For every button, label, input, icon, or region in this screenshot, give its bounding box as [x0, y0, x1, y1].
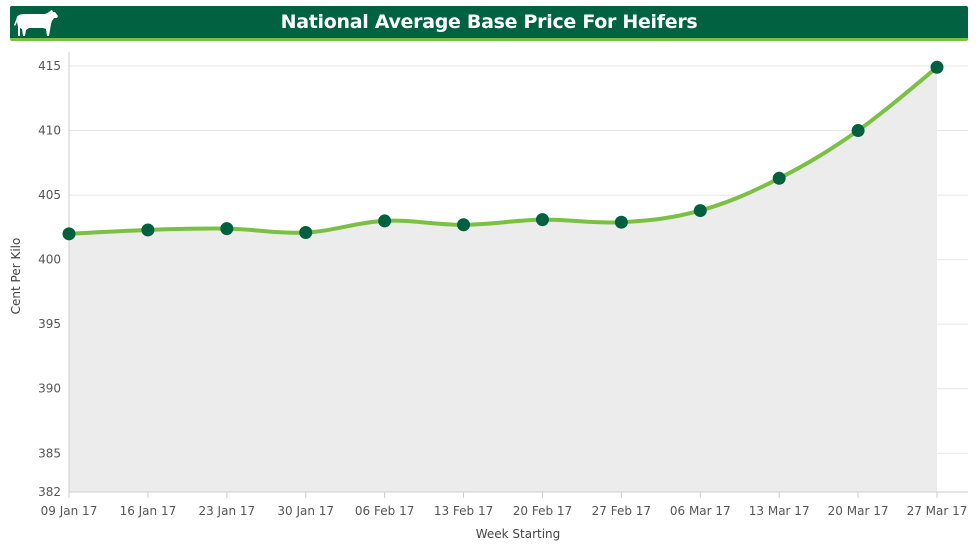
data-point [220, 222, 234, 236]
x-tick-label: 27 Mar 17 [907, 504, 968, 518]
data-point [62, 227, 76, 241]
data-point [457, 218, 471, 232]
x-axis-title: Week Starting [476, 527, 561, 541]
y-tick-label: 405 [38, 188, 61, 202]
data-points [62, 60, 944, 241]
y-tick-label: 400 [38, 253, 61, 267]
data-point [851, 124, 865, 138]
area-fill [69, 67, 937, 493]
cow-icon [14, 10, 58, 36]
x-tick-label: 20 Feb 17 [513, 504, 572, 518]
x-tick-label: 16 Jan 17 [120, 504, 177, 518]
x-tick-label: 30 Jan 17 [277, 504, 334, 518]
y-tick-label: 385 [38, 446, 61, 460]
x-tick-label: 06 Mar 17 [670, 504, 731, 518]
x-tick-label: 23 Jan 17 [198, 504, 255, 518]
x-tick-label: 09 Jan 17 [41, 504, 98, 518]
y-tick-label: 410 [38, 124, 61, 138]
y-tick-label: 415 [38, 59, 61, 73]
data-point [772, 171, 786, 185]
data-point [930, 60, 944, 74]
x-tick-label: 20 Mar 17 [828, 504, 889, 518]
area-fill-layer [69, 67, 937, 493]
y-tick-label: 390 [38, 382, 61, 396]
data-point [378, 214, 392, 228]
axes: 382 385 390 395 400 405 410 415 09 Jan 17 16 Jan … [38, 52, 968, 518]
chart-header: National Average Base Price For Heifers [10, 6, 968, 41]
x-tick-label: 06 Feb 17 [355, 504, 414, 518]
data-point [693, 204, 707, 218]
data-point [299, 226, 313, 240]
data-point [614, 215, 628, 229]
x-tick-label: 13 Feb 17 [434, 504, 493, 518]
x-tick-label: 13 Mar 17 [749, 504, 810, 518]
y-tick-label: 395 [38, 317, 61, 331]
data-point [535, 213, 549, 227]
chart-title: National Average Base Price For Heifers [280, 11, 698, 33]
data-point [141, 223, 155, 237]
y-axis-title: Cent Per Kilo [9, 238, 23, 315]
y-tick-label: 382 [38, 485, 61, 499]
x-tick-label: 27 Feb 17 [592, 504, 651, 518]
